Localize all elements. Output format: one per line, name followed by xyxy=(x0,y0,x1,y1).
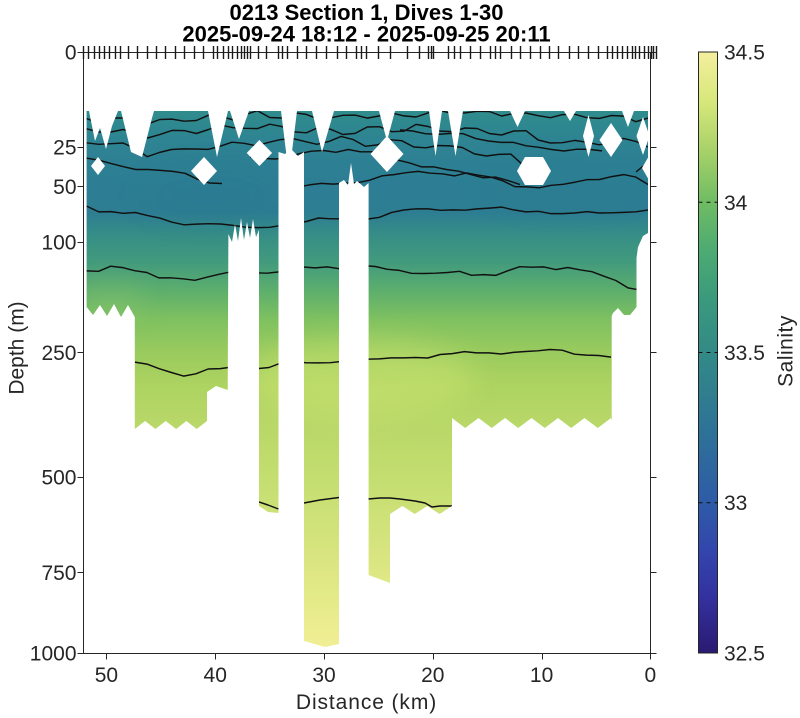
svg-text:30: 30 xyxy=(312,664,335,687)
svg-text:250: 250 xyxy=(41,342,76,365)
svg-text:25: 25 xyxy=(53,137,76,160)
svg-text:Salinity: Salinity xyxy=(775,315,798,387)
svg-text:32.5: 32.5 xyxy=(724,643,765,666)
svg-text:33.5: 33.5 xyxy=(724,342,765,365)
svg-text:34: 34 xyxy=(724,192,748,215)
svg-text:50: 50 xyxy=(95,664,118,687)
svg-text:50: 50 xyxy=(53,176,76,199)
svg-text:20: 20 xyxy=(421,664,444,687)
svg-text:Depth (m): Depth (m) xyxy=(6,301,29,394)
svg-text:40: 40 xyxy=(204,664,227,687)
svg-text:33: 33 xyxy=(724,492,747,515)
svg-text:Distance (km): Distance (km) xyxy=(296,691,437,714)
svg-text:100: 100 xyxy=(41,232,76,255)
svg-text:0: 0 xyxy=(65,42,77,65)
svg-text:2025-09-24 18:12 - 2025-09-25: 2025-09-24 18:12 - 2025-09-25 20:11 xyxy=(182,22,550,47)
svg-text:34.5: 34.5 xyxy=(724,42,765,65)
svg-text:1000: 1000 xyxy=(30,643,77,666)
svg-text:10: 10 xyxy=(530,664,553,687)
svg-text:750: 750 xyxy=(41,562,76,585)
svg-text:0213 Section 1, Dives 1-30: 0213 Section 1, Dives 1-30 xyxy=(230,0,504,25)
svg-text:0: 0 xyxy=(645,664,657,687)
svg-text:500: 500 xyxy=(41,467,76,490)
